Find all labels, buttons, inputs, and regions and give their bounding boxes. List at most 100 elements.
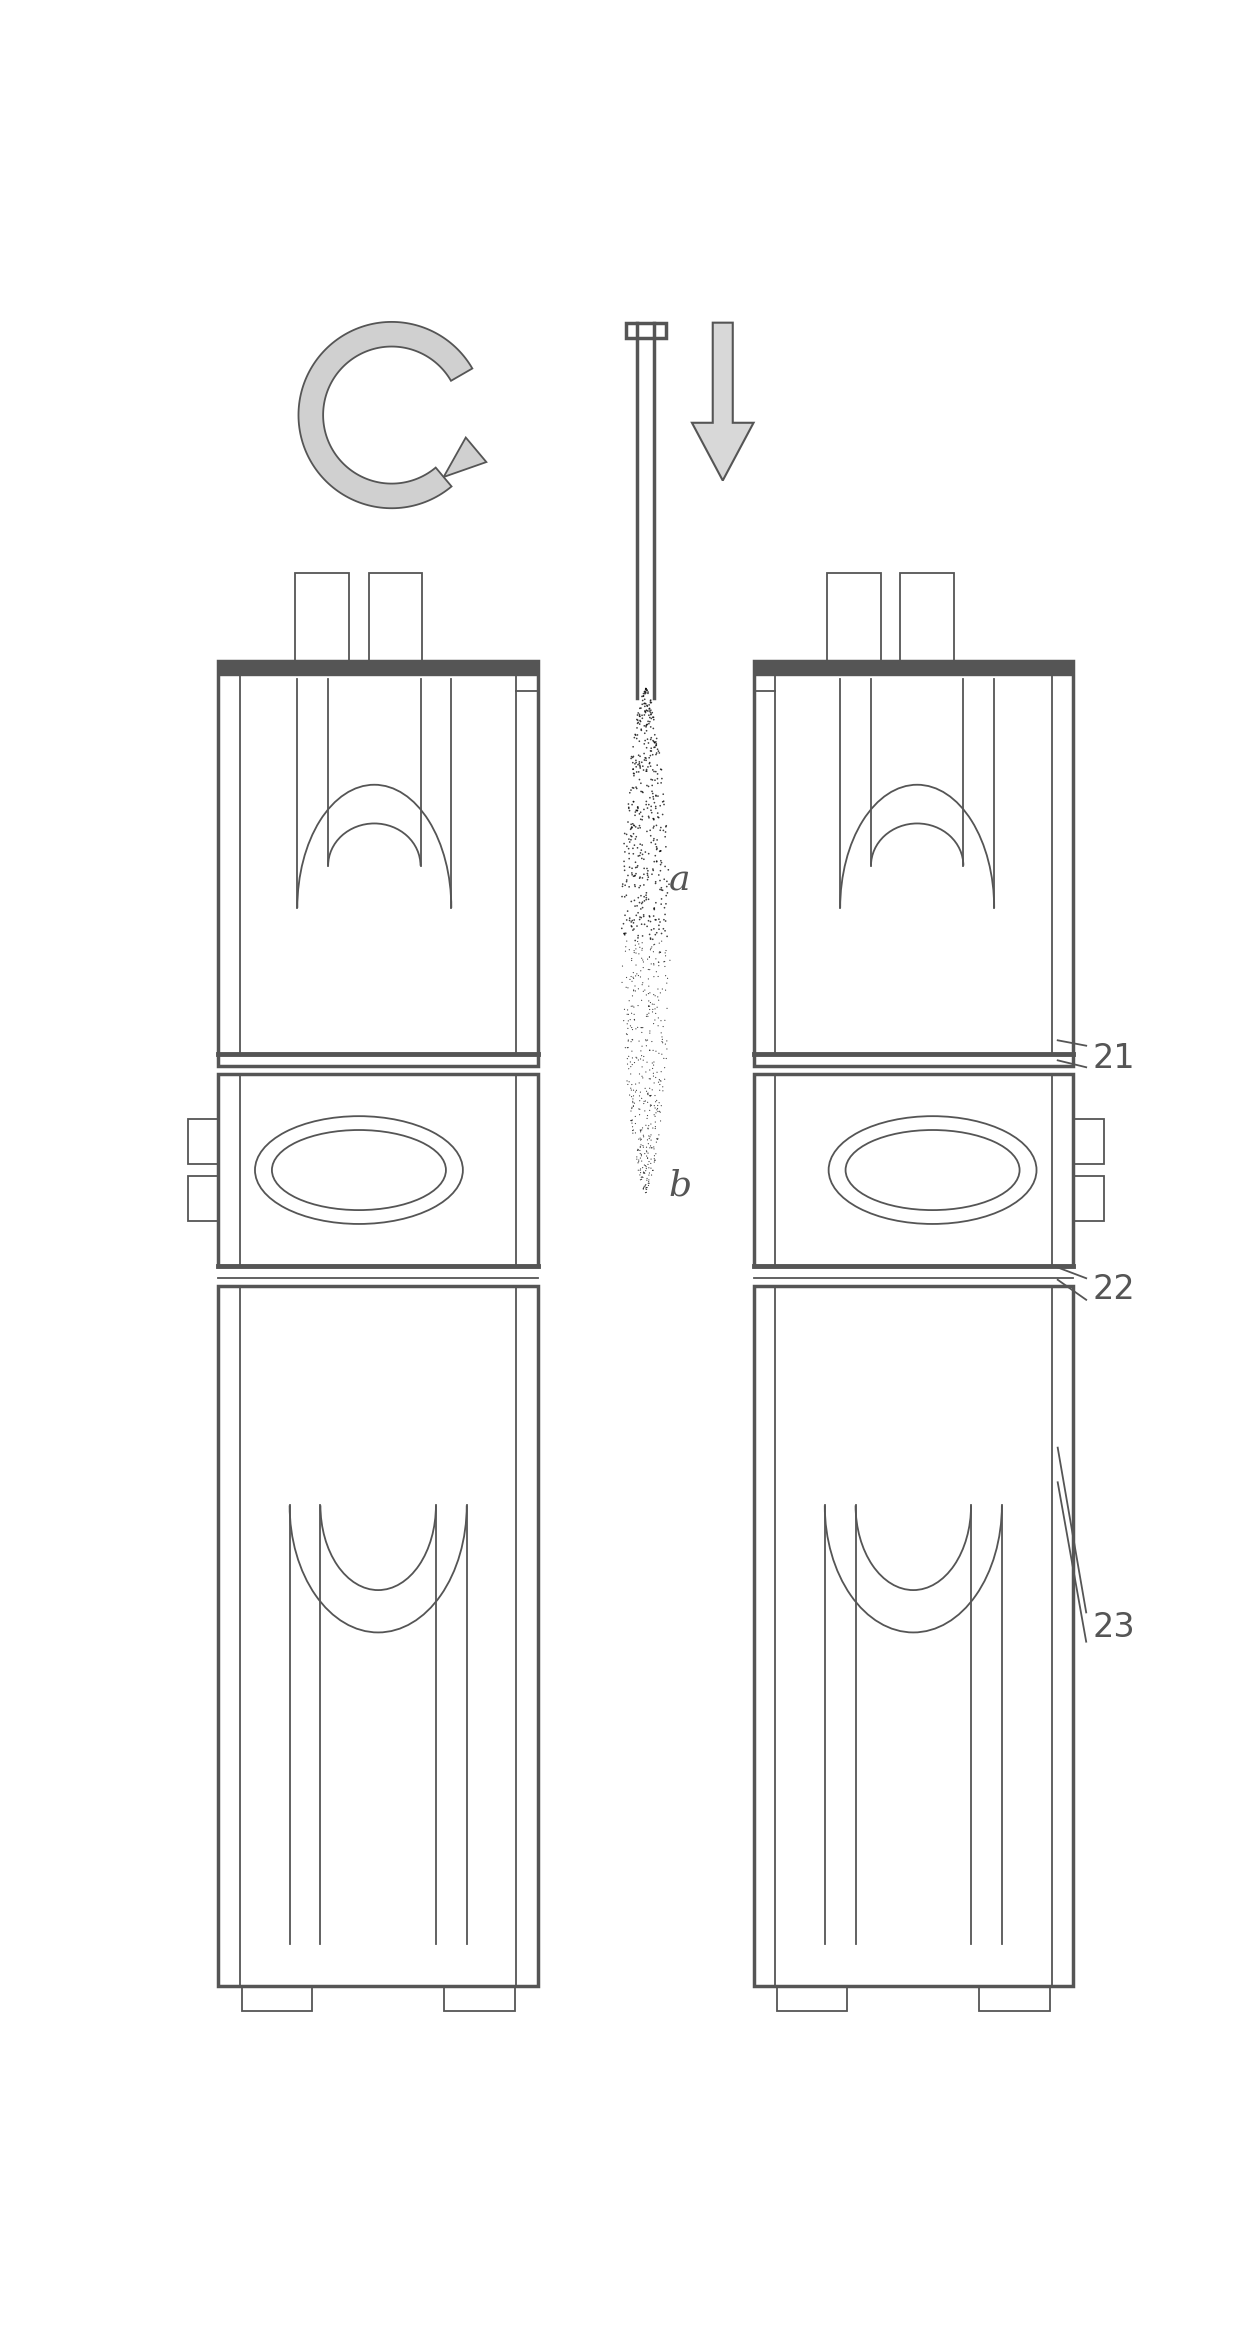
Point [614,904,634,941]
Point [633,682,653,719]
Point [629,762,649,799]
Point [639,705,659,743]
Point [621,1103,641,1140]
Point [627,745,648,783]
Point [636,687,656,724]
Point [634,675,654,712]
Point [629,752,649,790]
Point [646,719,667,757]
Point [638,748,658,785]
Point [634,1154,654,1191]
Point [651,1063,672,1100]
Point [644,911,664,948]
Point [648,1091,668,1128]
Point [654,783,674,820]
Point [645,1110,665,1147]
Point [631,1142,651,1180]
Point [646,726,667,764]
Point [649,734,669,771]
Point [646,734,667,771]
Point [631,839,651,876]
Point [634,673,654,710]
Point [615,848,635,885]
Point [635,738,655,776]
Point [636,766,656,804]
Point [656,885,677,923]
Point [630,834,650,871]
Point [640,1061,660,1098]
Point [636,729,656,766]
Point [635,722,655,759]
Point [636,670,656,708]
Point [621,988,641,1026]
Point [645,762,665,799]
Bar [827,572,881,661]
Point [627,787,648,825]
Point [640,748,660,785]
Point [650,832,670,869]
Point [656,876,677,913]
Point [656,1030,677,1068]
Point [644,801,664,839]
Point [619,981,639,1018]
Point [639,1107,659,1145]
Point [641,1105,662,1142]
Point [653,1068,673,1105]
Point [630,1128,650,1166]
Point [650,853,670,890]
Point [655,895,675,932]
Point [655,902,675,939]
Point [645,916,665,953]
Point [622,738,643,776]
Point [622,962,643,1000]
Point [622,769,643,806]
Point [621,1009,641,1047]
Point [641,734,662,771]
Point [625,972,645,1009]
Point [650,934,670,972]
Point [653,783,673,820]
Point [631,885,651,923]
Point [624,769,644,806]
Point [651,759,672,797]
Point [622,1011,643,1049]
Point [624,1112,644,1149]
Point [649,932,669,969]
Point [616,902,636,939]
Point [619,1023,639,1061]
Point [638,705,658,743]
Point [622,785,643,822]
Point [635,715,655,752]
Point [631,1126,651,1163]
Point [617,827,638,864]
Point [650,1093,670,1131]
Point [638,909,658,946]
Point [624,738,644,776]
Point [619,1063,639,1100]
Point [646,806,667,843]
Point [653,1023,673,1061]
Point [629,794,649,832]
Point [636,741,656,778]
Point [617,1028,638,1065]
Point [631,832,651,869]
Point [620,792,640,829]
Point [625,827,645,864]
Point [639,967,659,1004]
Point [629,743,649,780]
Point [622,911,643,948]
Point [639,939,659,976]
Point [619,869,639,906]
Point [635,1168,655,1205]
Point [644,1004,664,1042]
Point [638,1135,658,1173]
Point [656,808,677,846]
Point [615,853,635,890]
Point [649,981,669,1018]
Point [634,897,654,934]
Point [630,698,650,736]
Bar [218,1075,538,1266]
Point [649,934,669,972]
Point [621,904,641,941]
Point [630,696,650,734]
